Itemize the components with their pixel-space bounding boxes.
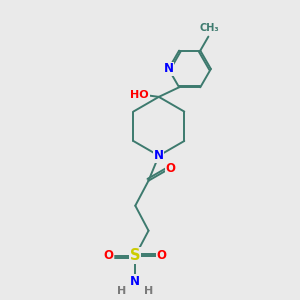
Text: CH₃: CH₃ [200, 23, 219, 33]
Text: O: O [166, 162, 176, 176]
Text: N: N [130, 275, 140, 288]
Text: H: H [117, 286, 127, 296]
Text: N: N [154, 149, 164, 162]
Text: HO: HO [130, 90, 149, 100]
Text: N: N [164, 62, 173, 75]
Text: H: H [144, 286, 153, 296]
Text: O: O [157, 249, 167, 262]
Text: O: O [104, 249, 114, 262]
Text: S: S [130, 248, 140, 263]
